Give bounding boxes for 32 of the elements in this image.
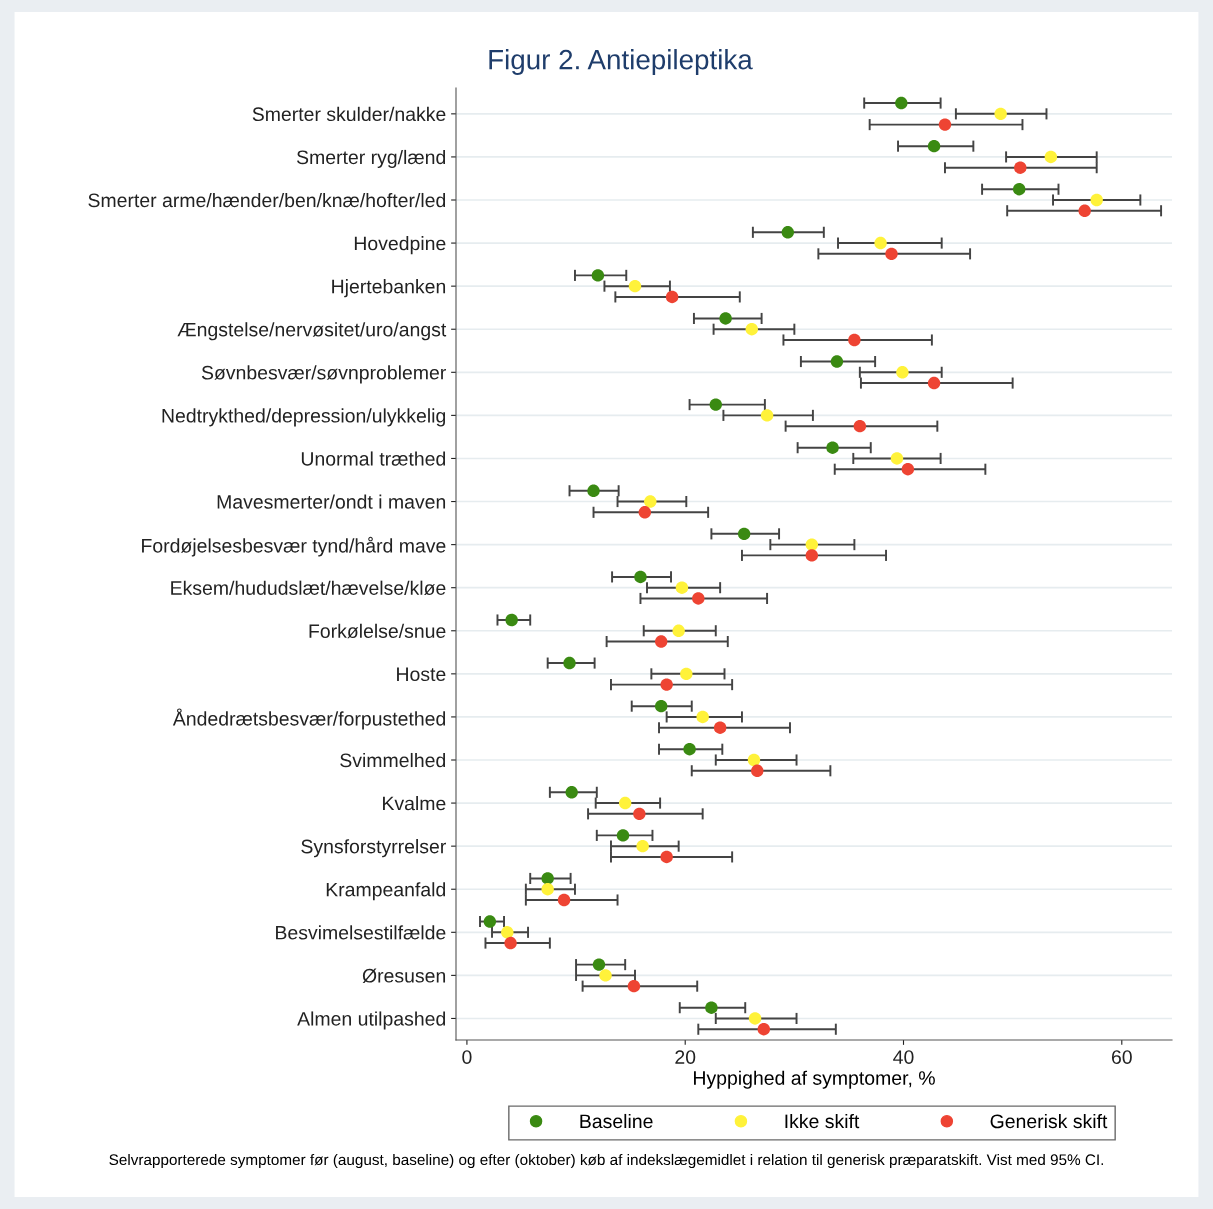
y-tick-label: Svimmelhed (340, 752, 446, 768)
y-tick-label: Eksem/hududslæt/hævelse/kløe (171, 580, 446, 596)
text: Selvrapporterede symptomer før (august, baseline) og efter (oktober) køb af indekslægemidlet i relation til generisk præparatskift. Vist med 95% CI. (109, 1153, 1104, 1169)
y-tick-label: Smerter ryg/lænd (296, 149, 446, 168)
y-tick-label: Ængstelse/nervøsitet/uro/angst (177, 322, 447, 341)
x-tick-label: 40 (893, 1050, 914, 1064)
y-tick-label: Hjertebanken (332, 279, 446, 298)
y-tick-label: Søvnbesvær/søvnproblemer (201, 365, 446, 384)
y-tick-label: Mavesmerter/ondt i maven (217, 494, 446, 509)
x-tick-label: 0 (462, 1050, 472, 1064)
legend-label: Baseline (580, 1113, 653, 1129)
y-tick-label: Øresusen (362, 968, 446, 983)
x-tick-label: 60 (1111, 1050, 1132, 1064)
y-tick-label: Åndedrætsbesvær/forpustethed (172, 708, 446, 730)
legend-label: Ikke skift (785, 1113, 860, 1129)
y-tick-label: Fordøjelsesbesvær tynd/hård mave (142, 536, 446, 557)
y-tick-label: Kvalme (383, 796, 446, 811)
y-tick-label: Smerter arme/hænder/ben/knæ/hofter/led (88, 192, 446, 208)
x-tick-label: 20 (675, 1050, 696, 1064)
y-tick-label: Almen utilpashed (297, 1011, 446, 1030)
chart-title: Figur 2. Antiepileptika (489, 49, 753, 75)
y-tick-label: Hovedpine (354, 236, 446, 255)
y-tick-label: Synsforstyrrelser (301, 839, 446, 858)
y-tick-label: Nedtrykthed/depression/ulykkelig (162, 408, 446, 427)
y-tick-label: Smerter skulder/nakke (252, 106, 446, 122)
legend-label: Generisk skift (990, 1113, 1108, 1129)
y-tick-label: Forkølelse/snue (309, 623, 446, 639)
y-tick-label: Unormal træthed (301, 451, 446, 466)
x-axis-title: Hyppighed af symptomer, % (694, 1070, 935, 1089)
y-tick-label: Besvimelsestilfælde (276, 925, 446, 940)
y-tick-label: Krampeanfald (326, 882, 446, 901)
y-tick-label: Hoste (397, 667, 446, 682)
